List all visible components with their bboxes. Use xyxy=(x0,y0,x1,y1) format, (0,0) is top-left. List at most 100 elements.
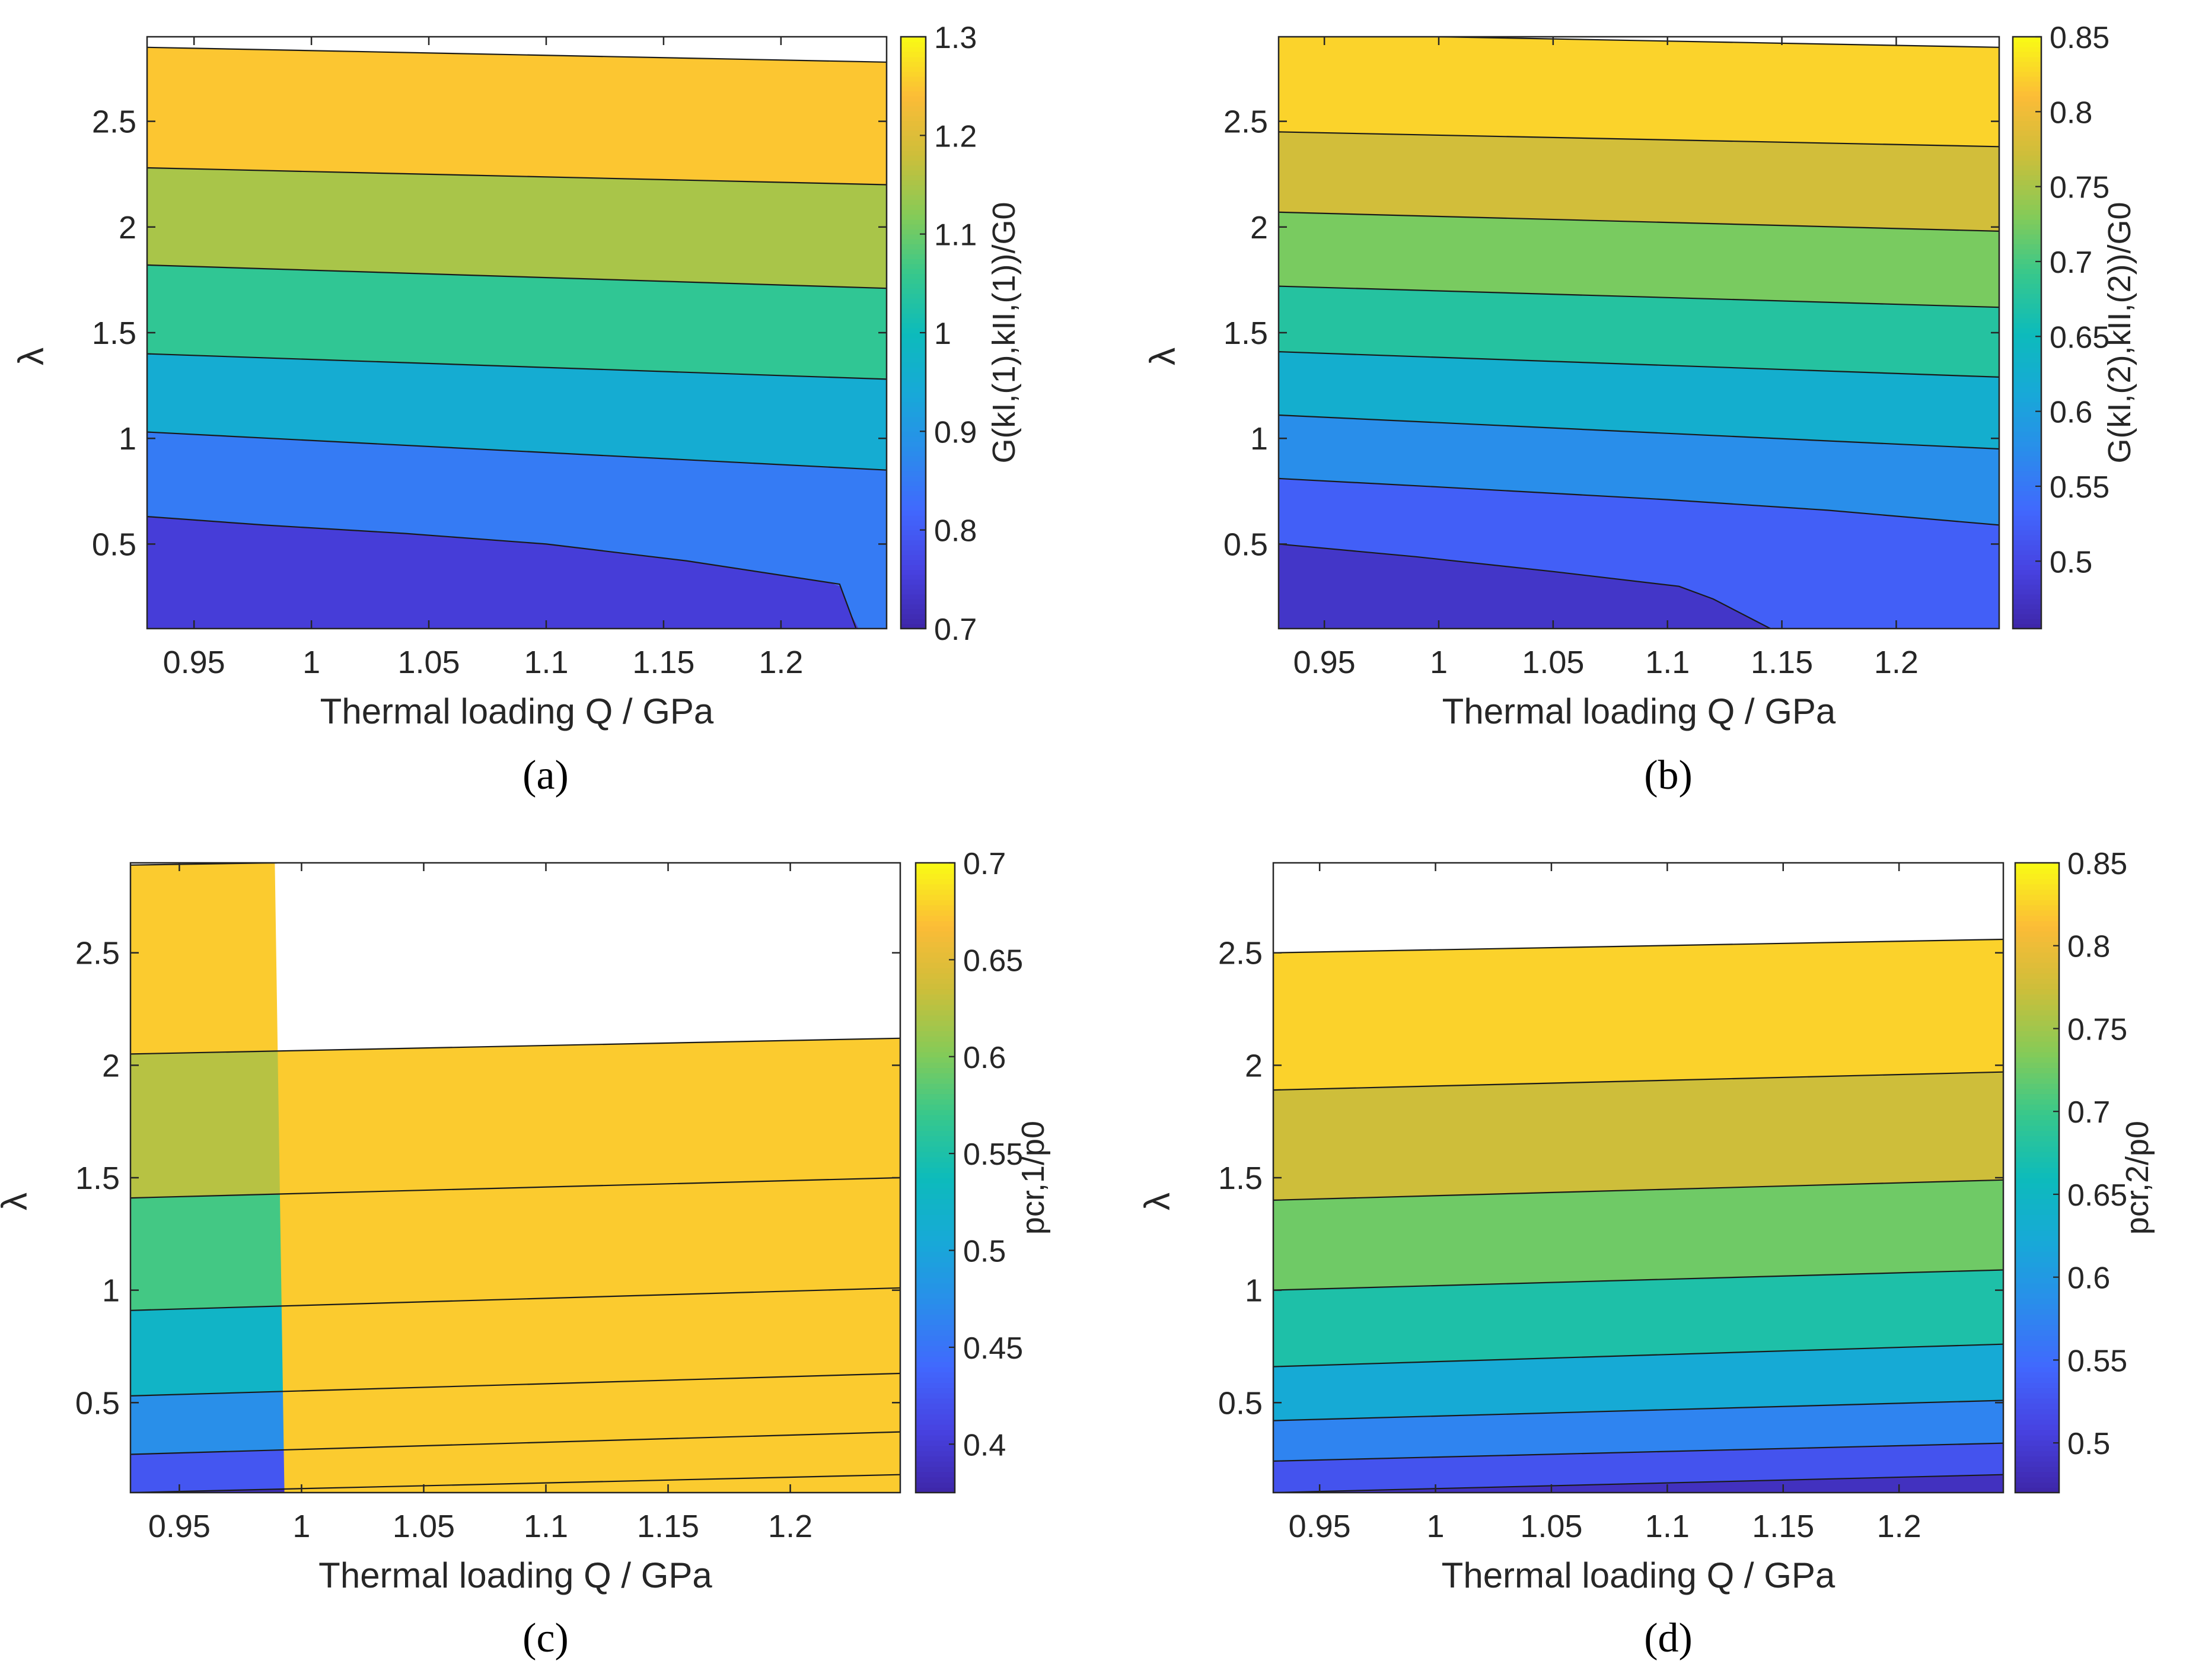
colorbar-segment xyxy=(901,614,926,620)
colorbar-segment xyxy=(916,1361,955,1367)
contour-line-6 xyxy=(1279,131,1999,148)
colorbar-segment xyxy=(901,76,926,82)
panel-d: 0.95 1 1.05 1.1 1.15 1.2 0.5 1 1.5 2 2.5 Thermal lo… xyxy=(1137,847,2155,1661)
colorbar-segment xyxy=(2013,619,2041,624)
colorbar-segment xyxy=(2015,884,2059,890)
colorbar-segment xyxy=(901,436,926,442)
colorbar-segment xyxy=(2013,66,2041,72)
colorbar-segment xyxy=(2015,1440,2059,1446)
colorbar-segment xyxy=(901,46,926,52)
colorbar-tick-label: 1.2 xyxy=(934,119,977,154)
colorbar-segment xyxy=(2013,594,2041,600)
colorbar-segment xyxy=(2013,101,2041,107)
colorbar-segment xyxy=(2015,983,2059,990)
colorbar-segment xyxy=(2013,406,2041,412)
colorbar-segment xyxy=(901,71,926,77)
colorbar-segment xyxy=(2013,436,2041,442)
colorbar-segment xyxy=(916,1451,955,1456)
colorbar-segment xyxy=(901,116,926,122)
colorbar-segment xyxy=(2015,1403,2059,1410)
colorbar-segment xyxy=(901,520,926,526)
colorbar-segment xyxy=(901,248,926,254)
colorbar-segment xyxy=(2015,1094,2059,1100)
colorbar-segment xyxy=(901,110,926,116)
colorbar-segment xyxy=(901,37,926,43)
colorbar-segment xyxy=(2015,868,2059,874)
y-tick-label: 1.5 xyxy=(1223,315,1268,351)
colorbar-segment xyxy=(901,165,926,171)
colorbar-segment xyxy=(916,1277,955,1283)
colorbar-segment xyxy=(2013,273,2041,279)
colorbar-segment xyxy=(901,273,926,279)
x-axis-label: Thermal loading Q / GPa xyxy=(1442,1555,1835,1595)
colorbar-segment xyxy=(916,1057,955,1063)
colorbar-segment xyxy=(2015,1303,2059,1310)
colorbar-segment xyxy=(2013,303,2041,309)
colorbar-segment xyxy=(2013,199,2041,205)
colorbar-segment xyxy=(2013,106,2041,111)
panel-c: 0.95 1 1.05 1.1 1.15 1.2 0.5 1 1.5 2 2.5 Thermal lo… xyxy=(0,847,1051,1661)
colorbar-segment xyxy=(2015,1330,2059,1336)
colorbar-segment xyxy=(2015,1046,2059,1053)
colorbar-segment xyxy=(2013,589,2041,595)
colorbar-segment xyxy=(916,926,955,932)
colorbar-tick-label: 0.8 xyxy=(2067,930,2110,964)
band-6 xyxy=(1279,132,1999,231)
colorbar-segment xyxy=(2015,1141,2059,1147)
colorbar-segment xyxy=(2015,1167,2059,1173)
colorbar-segment xyxy=(2013,184,2041,190)
colorbar-segment xyxy=(916,1346,955,1351)
contour-line-0 xyxy=(1273,1474,2003,1493)
colorbar-segment xyxy=(2013,505,2041,511)
colorbar-segment xyxy=(2015,931,2059,937)
colorbar-segment xyxy=(916,1120,955,1126)
colorbar-segment xyxy=(901,160,926,166)
y-tick-label: 1.5 xyxy=(75,1161,120,1196)
colorbar-tick-label: 0.55 xyxy=(2067,1344,2127,1378)
colorbar-tick-label: 0.8 xyxy=(934,514,977,549)
colorbar-segment xyxy=(916,894,955,900)
colorbar-segment xyxy=(2013,91,2041,97)
panel-label: (a) xyxy=(522,753,569,798)
colorbar-segment xyxy=(2015,1466,2059,1472)
colorbar-segment xyxy=(916,1246,955,1252)
colorbar-segment xyxy=(916,868,955,874)
colorbar-segment xyxy=(901,303,926,309)
colorbar-tick-label: 0.65 xyxy=(963,943,1023,978)
contour-line-4 xyxy=(147,167,887,186)
colorbar-segment xyxy=(901,145,926,151)
colorbar-segment xyxy=(901,244,926,250)
colorbar-segment xyxy=(2015,957,2059,963)
colorbar-segment xyxy=(2015,1109,2059,1115)
colorbar-label: G(kI,(1),kII,(1))/G0 xyxy=(986,202,1022,463)
colorbar-segment xyxy=(2013,71,2041,77)
colorbar-segment xyxy=(916,863,955,869)
colorbar-segment xyxy=(2013,401,2041,407)
colorbar-segment xyxy=(2013,357,2041,363)
colorbar-segment xyxy=(2015,920,2059,926)
colorbar-segment xyxy=(2013,391,2041,397)
colorbar-segment xyxy=(2013,150,2041,156)
colorbar-segment xyxy=(916,1382,955,1388)
colorbar-segment xyxy=(2015,910,2059,916)
colorbar-tick-label: 0.8 xyxy=(2050,95,2092,130)
colorbar-segment xyxy=(2015,1351,2059,1357)
colorbar-segment xyxy=(901,426,926,432)
colorbar-segment xyxy=(2015,1156,2059,1163)
colorbar-segment xyxy=(2015,978,2059,984)
colorbar-segment xyxy=(2015,1366,2059,1373)
colorbar-segment xyxy=(2013,451,2041,457)
colorbar-segment xyxy=(2015,1015,2059,1021)
colorbar-segment xyxy=(916,1356,955,1362)
colorbar-segment xyxy=(2015,1193,2059,1200)
colorbar-segment xyxy=(901,327,926,333)
colorbar-segment xyxy=(2015,1377,2059,1383)
colorbar-segment xyxy=(2015,1277,2059,1283)
colorbar-segment xyxy=(2013,490,2041,496)
colorbar-segment xyxy=(2013,397,2041,403)
x-tick-label: 1 xyxy=(292,1509,310,1544)
colorbar-segment xyxy=(916,889,955,895)
panel-label: (c) xyxy=(522,1615,569,1661)
colorbar-segment xyxy=(901,441,926,447)
colorbar-segment xyxy=(2015,1235,2059,1241)
